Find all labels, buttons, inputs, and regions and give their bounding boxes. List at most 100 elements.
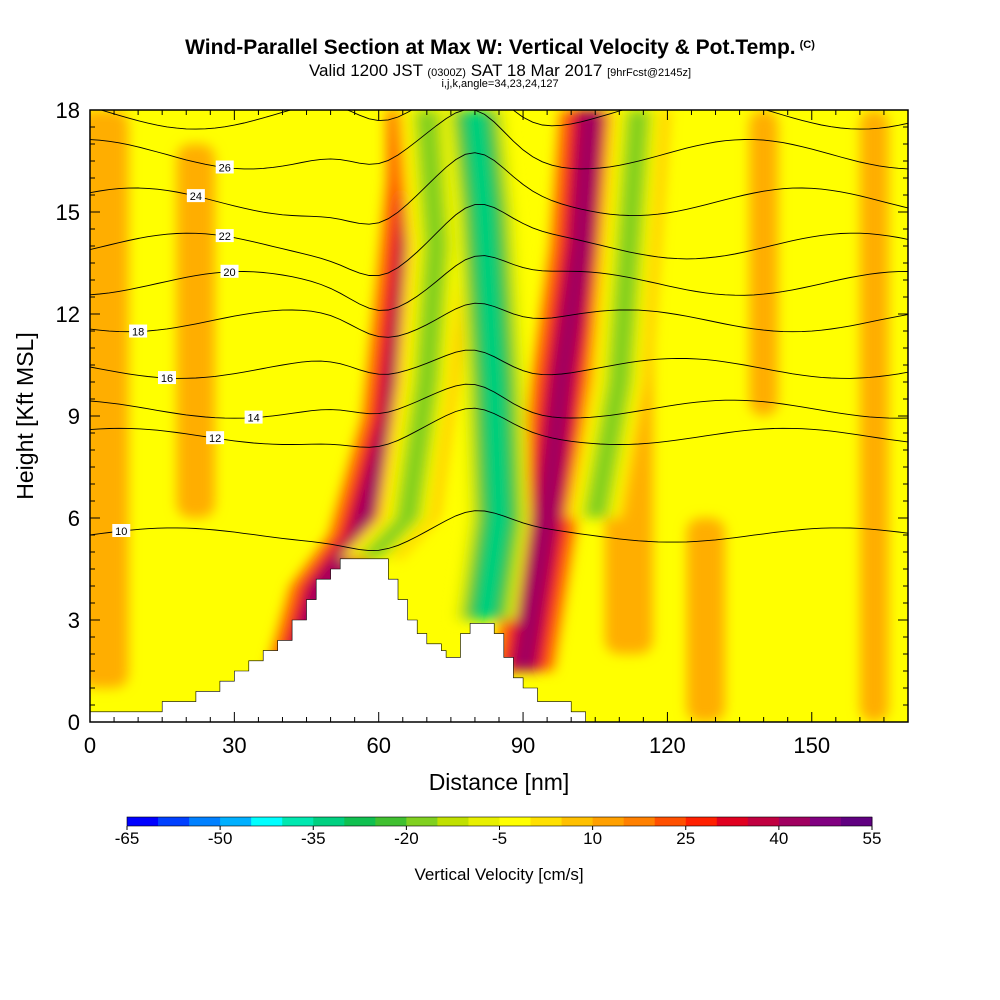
colorbar-swatch-12 — [499, 817, 532, 826]
colorbar-tick-label--65: -65 — [115, 829, 140, 848]
isentrope-26: 26 — [90, 110, 908, 174]
colorbar-swatch-15 — [592, 817, 625, 826]
y-tick-label-6: 6 — [68, 506, 80, 531]
isentrope-line-12 — [90, 407, 908, 448]
colorbar-swatch-21 — [778, 817, 811, 826]
field-streak-1 — [176, 144, 216, 518]
colorbar-tick-label--35: -35 — [301, 829, 326, 848]
isentrope-label-10: 10 — [115, 526, 127, 538]
isentrope-label-bg-20 — [220, 264, 239, 278]
colorbar-label: Vertical Velocity [cm/s] — [414, 865, 583, 884]
plot-area: 10 12 14 16 18 20 22 24 26 28 — [90, 93, 908, 722]
colorbar-tick-label-10: 10 — [583, 829, 602, 848]
y-tick-label-18: 18 — [56, 98, 80, 123]
colorbar-swatch-9 — [406, 817, 438, 826]
isentrope-line-10 — [90, 510, 908, 552]
isentrope-label-bg-10 — [112, 524, 131, 538]
y-tick-label-0: 0 — [68, 710, 80, 735]
colorbar-swatch-6 — [313, 817, 345, 826]
isentrope-label-16: 16 — [161, 373, 173, 385]
isentrope-line-24 — [90, 152, 908, 225]
y-axis: 0 3 6 9 12 15 18 — [56, 98, 908, 735]
isentrope-label-bg-18 — [129, 324, 148, 338]
section-params: i,j,k,angle=34,23,24,127 — [441, 78, 559, 90]
colorbar-swatch-14 — [561, 817, 594, 826]
colorbar-swatch-19 — [716, 817, 749, 826]
downdraft-band-2-layer-3 — [586, 110, 648, 518]
isentrope-18: 18 — [90, 302, 908, 339]
colorbar-swatch-1 — [158, 817, 190, 826]
y-tick-label-15: 15 — [56, 200, 80, 225]
y-tick-label-9: 9 — [68, 404, 80, 429]
isentrope-22: 22 — [90, 204, 908, 277]
chart-title: Wind-Parallel Section at Max W: Vertical… — [0, 36, 1000, 60]
colorbar-tick-label--50: -50 — [208, 829, 233, 848]
chart-title-text: Wind-Parallel Section at Max W: Vertical… — [185, 36, 796, 59]
field-streak-4 — [859, 110, 889, 722]
colorbar-swatch-17 — [654, 817, 687, 826]
isentrope-label-bg-28 — [658, 93, 676, 106]
colorbar-swatch-10 — [437, 817, 469, 826]
copyright-mark: (C) — [799, 39, 815, 51]
isentrope-label-26: 26 — [219, 162, 231, 174]
isentrope-line-28 — [99, 110, 908, 130]
isentrope-label-24: 24 — [190, 191, 202, 203]
colorbar-tick-label-55: 55 — [863, 829, 882, 848]
downdraft-band-1-layer-3 — [466, 110, 508, 620]
colorbar-swatch-4 — [251, 817, 283, 826]
x-axis: 0 30 60 90 120 150 — [84, 110, 909, 758]
isentrope-label-22: 22 — [219, 231, 231, 243]
isentrope-label-18: 18 — [132, 327, 144, 339]
isentrope-14: 14 — [90, 383, 908, 425]
isentrope-label-bg-16 — [157, 371, 176, 385]
isentrope-label-12: 12 — [209, 433, 221, 445]
valid-time: Valid 1200 JST — [308, 61, 423, 80]
colorbar-tick-label-40: 40 — [769, 829, 788, 848]
x-tick-label-90: 90 — [511, 733, 535, 758]
chart-subtitle: Valid 1200 JST (0300Z) SAT 18 Mar 2017 [… — [0, 61, 1000, 81]
field-streak-0 — [90, 110, 129, 688]
colorbar-swatch-5 — [282, 817, 314, 826]
colorbar-swatch-0 — [127, 817, 159, 826]
colorbar-swatch-22 — [809, 817, 842, 826]
colorbar-tick-label--20: -20 — [394, 829, 419, 848]
colorbar-swatch-18 — [685, 817, 718, 826]
colorbar-swatch-23 — [840, 817, 873, 826]
valid-utc: (0300Z) — [427, 67, 466, 79]
isentrope-label-bg-12 — [206, 431, 225, 445]
downdraft-band-0-layer-3 — [360, 110, 446, 559]
forecast-info: [9hrFcst@2145z] — [607, 67, 692, 79]
isentrope-label-20: 20 — [223, 267, 235, 279]
isentrope-10: 10 — [90, 510, 908, 552]
downdraft-band-2 — [564, 110, 670, 518]
colorbar-swatch-7 — [344, 817, 376, 826]
x-tick-label-150: 150 — [793, 733, 830, 758]
colorbar-swatch-20 — [747, 817, 780, 826]
colorbar-swatch-8 — [375, 817, 407, 826]
x-tick-label-30: 30 — [222, 733, 246, 758]
isentrope-line-16 — [90, 349, 908, 379]
colorbar-swatch-16 — [623, 817, 656, 826]
isentrope-label-14: 14 — [247, 413, 259, 425]
isentrope-label-bg-24 — [186, 189, 205, 203]
colorbar-swatch-13 — [530, 817, 563, 826]
isentrope-label-bg-22 — [215, 229, 234, 243]
y-tick-label-3: 3 — [68, 608, 80, 633]
colorbar-tick-label-25: 25 — [676, 829, 695, 848]
updraft-band-1-layer-3 — [514, 110, 600, 671]
downdraft-band-1 — [443, 110, 531, 620]
isentrope-28: 28 — [99, 93, 908, 130]
colorbar-swatch-3 — [220, 817, 252, 826]
colorbar-tick-label--5: -5 — [492, 829, 507, 848]
isentrope-20: 20 — [90, 255, 908, 311]
isentrope-label-28: 28 — [661, 95, 673, 107]
x-tick-label-0: 0 — [84, 733, 96, 758]
y-axis-label: Height [Kft MSL] — [12, 332, 38, 499]
colorbar-swatch-2 — [189, 817, 221, 826]
colorbar: -65 -50 -35 -20 -5 10 25 40 55 — [115, 816, 882, 848]
isentrope-12: 12 — [90, 407, 908, 448]
isentrope-label-bg-26 — [215, 160, 234, 174]
terrain — [90, 558, 586, 722]
isentrope-label-bg-14 — [244, 410, 263, 424]
